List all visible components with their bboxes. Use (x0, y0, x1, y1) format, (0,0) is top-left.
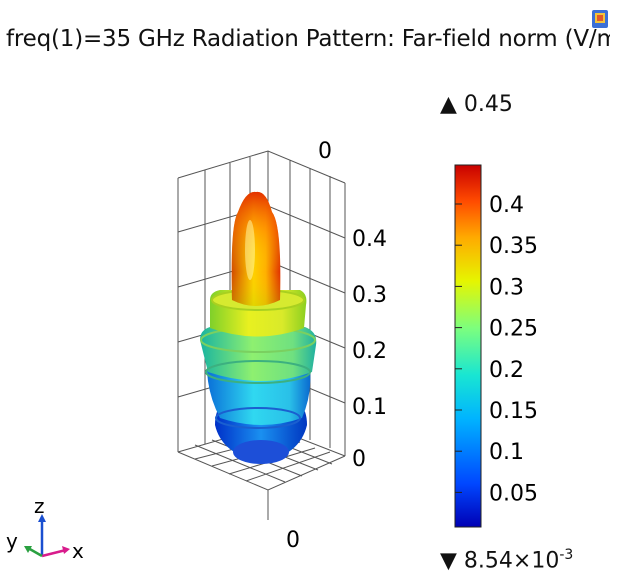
colorbar-tick-label: 0.4 (489, 193, 524, 218)
grid-line (194, 444, 286, 483)
grid-line (245, 451, 331, 482)
colorbar-tick-label: 0.35 (489, 234, 538, 259)
triad-z-label: z (34, 498, 45, 518)
colorbar-max-value: 0.45 (463, 92, 513, 117)
bottom-axis-label: 0 (286, 528, 300, 553)
top-axis-label: 0 (318, 139, 332, 164)
colorbar-ticks: 0.4 0.35 0.3 0.25 0.2 0.15 0.1 0.05 (455, 193, 538, 506)
app-icon (592, 10, 608, 28)
colorbar-tick-label: 0.05 (489, 481, 538, 506)
grid-line (177, 150, 346, 184)
colorbar (454, 164, 482, 528)
z-tick-label: 0.3 (352, 283, 387, 308)
z-tick-label: 0.1 (352, 395, 387, 420)
triad-y-label: y (6, 529, 18, 553)
far-field-surface (200, 191, 317, 464)
axis-triad: z y x (6, 498, 84, 563)
triangle-up-icon: ▲ (440, 92, 457, 117)
z-tick-label: 0 (352, 447, 366, 472)
plot-title: freq(1)=35 GHz Radiation Pattern: Far-fi… (6, 26, 610, 52)
colorbar-tick-label: 0.1 (489, 440, 524, 465)
z-tick-label: 0.2 (352, 339, 387, 364)
colorbar-tick-label: 0.25 (489, 317, 538, 342)
colorbar-tick-label: 0.3 (489, 275, 524, 300)
colorbar-tick-label: 0.2 (489, 358, 524, 383)
y-axis-arrow (27, 546, 43, 558)
colorbar-max-label: ▲ 0.45 (440, 92, 513, 117)
colorbar-tick-label: 0.15 (489, 399, 538, 424)
triad-x-label: x (72, 539, 84, 563)
x-axis-arrow (41, 548, 67, 558)
colorbar-min-value: 8.54×10 (463, 548, 560, 574)
colorbar-min-label: ▼ 8.54×10-3 (440, 547, 573, 573)
colorbar-min-exponent: -3 (559, 547, 574, 563)
triangle-down-icon: ▼ (440, 548, 457, 574)
z-tick-label: 0.4 (352, 227, 387, 252)
